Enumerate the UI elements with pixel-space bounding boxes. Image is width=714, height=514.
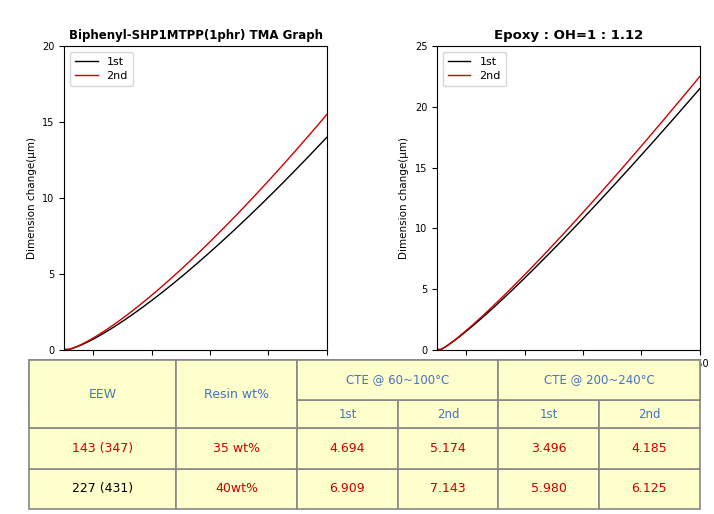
Bar — [599, 360, 700, 400]
1st — [689, 93, 698, 99]
Bar — [498, 360, 599, 400]
1st — [433, 346, 441, 353]
Title: Biphenyl-SHP1MTPP(1phr) TMA Graph: Biphenyl-SHP1MTPP(1phr) TMA Graph — [69, 29, 323, 42]
Bar — [297, 360, 398, 400]
Text: 5.174: 5.174 — [430, 442, 466, 455]
Text: 4.185: 4.185 — [631, 442, 668, 455]
Bar — [498, 428, 599, 469]
Text: 7.143: 7.143 — [431, 482, 466, 495]
1st — [186, 266, 195, 272]
1st — [559, 236, 568, 242]
Text: 40wt%: 40wt% — [215, 482, 258, 495]
Bar — [297, 428, 398, 469]
Bar — [599, 400, 700, 428]
2nd — [589, 198, 598, 204]
2nd — [202, 242, 211, 248]
Text: 1st: 1st — [338, 408, 356, 420]
Line: 2nd: 2nd — [64, 115, 327, 350]
Text: 3.496: 3.496 — [531, 442, 566, 455]
Bar — [176, 360, 297, 428]
Title: Epoxy : OH=1 : 1.12: Epoxy : OH=1 : 1.12 — [494, 29, 643, 42]
Text: CTE @ 60~100°C: CTE @ 60~100°C — [346, 374, 449, 387]
2nd — [186, 258, 195, 264]
Bar — [176, 400, 297, 428]
2nd — [323, 112, 331, 118]
Bar — [29, 400, 176, 428]
Bar — [297, 400, 398, 428]
Text: 4.694: 4.694 — [330, 442, 365, 455]
2nd — [648, 130, 657, 136]
Bar — [29, 469, 176, 509]
Text: CTE @ 200~240°C: CTE @ 200~240°C — [543, 374, 655, 387]
1st — [202, 252, 211, 259]
1st — [695, 86, 704, 92]
Bar — [176, 360, 297, 400]
Bar — [176, 469, 297, 509]
Bar — [398, 428, 498, 469]
Bar — [176, 428, 297, 469]
1st — [575, 219, 583, 226]
Bar — [599, 469, 700, 509]
2nd — [433, 346, 441, 353]
Bar — [599, 428, 700, 469]
Bar — [398, 360, 498, 400]
Bar — [29, 360, 176, 428]
Bar — [498, 360, 700, 400]
1st — [323, 134, 331, 140]
Text: 2nd: 2nd — [638, 408, 660, 420]
Line: 2nd: 2nd — [437, 77, 700, 350]
Bar — [297, 360, 498, 400]
Legend: 1st, 2nd: 1st, 2nd — [70, 52, 134, 86]
Y-axis label: Dimension change(μm): Dimension change(μm) — [26, 137, 36, 259]
1st — [60, 346, 69, 353]
X-axis label: Temperature(°C): Temperature(°C) — [149, 375, 242, 385]
1st — [316, 141, 325, 147]
1st — [648, 140, 657, 146]
2nd — [216, 228, 225, 234]
Text: 2nd: 2nd — [437, 408, 459, 420]
2nd — [575, 213, 583, 219]
Text: 35 wt%: 35 wt% — [213, 442, 260, 455]
Y-axis label: Dimension change(μm): Dimension change(μm) — [399, 137, 409, 259]
Text: 5.980: 5.980 — [531, 482, 567, 495]
1st — [216, 240, 225, 246]
Legend: 1st, 2nd: 1st, 2nd — [443, 52, 506, 86]
Text: 143 (347): 143 (347) — [72, 442, 133, 455]
Text: 6.909: 6.909 — [330, 482, 365, 495]
2nd — [559, 231, 568, 237]
2nd — [558, 232, 566, 238]
2nd — [316, 119, 325, 125]
Line: 1st: 1st — [437, 89, 700, 350]
Bar — [498, 469, 599, 509]
Bar — [398, 469, 498, 509]
Text: Resin wt%: Resin wt% — [204, 388, 269, 400]
Text: 1st: 1st — [540, 408, 558, 420]
1st — [589, 205, 598, 211]
X-axis label: Temperature(°C): Temperature(°C) — [522, 375, 615, 385]
1st — [558, 237, 566, 244]
Text: 6.125: 6.125 — [632, 482, 667, 495]
Bar — [398, 400, 498, 428]
2nd — [695, 74, 704, 80]
Line: 1st: 1st — [64, 137, 327, 350]
Bar — [498, 400, 599, 428]
2nd — [185, 259, 193, 265]
2nd — [275, 166, 283, 172]
2nd — [60, 346, 69, 353]
Text: 227 (431): 227 (431) — [72, 482, 133, 495]
1st — [185, 267, 193, 273]
Bar — [297, 469, 398, 509]
2nd — [689, 81, 698, 87]
Text: EEW: EEW — [89, 388, 116, 400]
1st — [275, 183, 283, 189]
Bar — [29, 360, 176, 400]
Bar — [29, 428, 176, 469]
